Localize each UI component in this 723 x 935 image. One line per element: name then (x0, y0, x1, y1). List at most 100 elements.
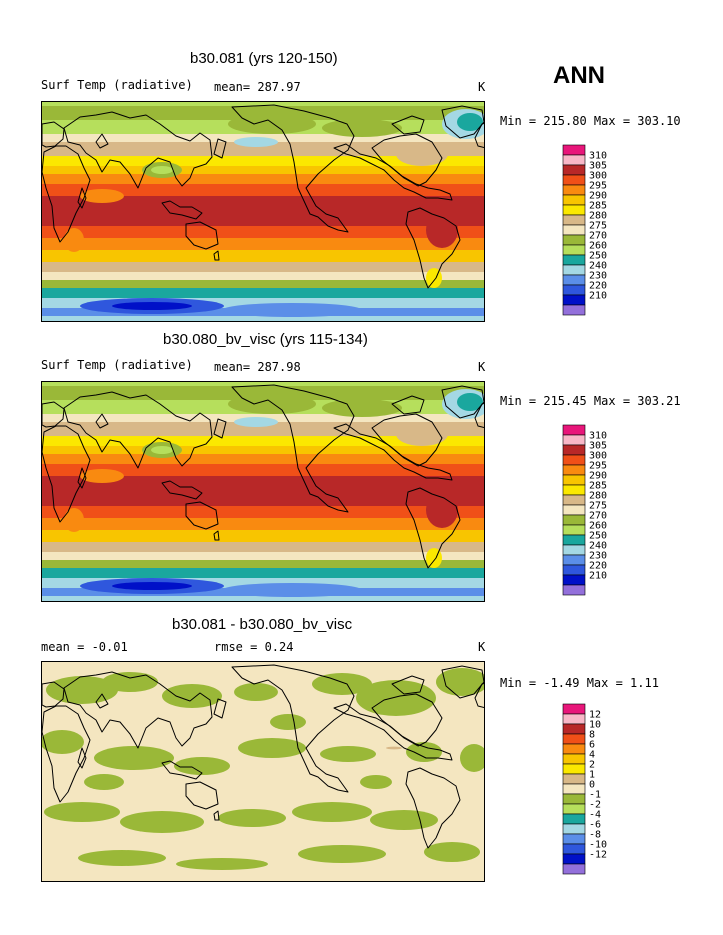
panel1-legend-swatch (562, 174, 586, 186)
panel3-coastline (231, 664, 355, 793)
panel1-legend-swatch (562, 154, 586, 166)
panel3-legend-tick-label: -10 (589, 840, 607, 851)
panel1-units: K (478, 80, 486, 94)
panel2-zonal-band (42, 596, 484, 601)
panel1-legend-swatch (562, 284, 586, 296)
panel2-coastline (405, 487, 461, 569)
panel1-field-contour (151, 166, 173, 174)
panel3-legend-tick-label: 6 (589, 740, 595, 751)
panel3-coastline (42, 705, 91, 803)
panel1-field-contour (64, 228, 84, 252)
panel1-variable-label: Surf Temp (radiative) (41, 78, 193, 92)
panel2-legend-swatch (562, 464, 586, 476)
panel1-zonal-band (42, 288, 484, 298)
panel3-legend-swatch (562, 773, 586, 785)
panel1-legend-tick-label: 230 (589, 271, 607, 282)
panel3-legend-swatch (562, 703, 586, 715)
panel1-legend-tick-label: 260 (589, 241, 607, 252)
panel2-field-contour (234, 417, 278, 427)
panel3-legend-tick-label: 0 (589, 780, 595, 791)
panel3-coastline (95, 693, 109, 709)
panel1-zonal-band (42, 238, 484, 250)
panel1-title: b30.081 (yrs 120-150) (190, 50, 338, 67)
panel2-map (41, 381, 485, 602)
panel1-zonal-band (42, 106, 484, 120)
panel2-field-contour (426, 548, 442, 568)
panel2-legend-tick-label: 285 (589, 481, 607, 492)
panel3-anomaly-region (162, 684, 222, 708)
panel2-map-svg (42, 382, 484, 601)
panel3-anomaly-region (42, 730, 84, 754)
panel1-legend-swatch (562, 254, 586, 266)
panel3-legend-tick-label: 8 (589, 730, 595, 741)
panel3-anomaly-region (120, 811, 204, 833)
panel2-field-contour (228, 394, 316, 414)
panel3-anomaly-region (270, 714, 306, 730)
panel1-field-contour (396, 142, 448, 166)
panel1-coastline (441, 105, 484, 139)
panel1-legend-swatch (562, 224, 586, 236)
panel1-legend-tick-label: 275 (589, 221, 607, 232)
panel3-coastline (405, 767, 461, 849)
panel1-coastline (405, 207, 461, 289)
panel1-legend-tick-label: 240 (589, 261, 607, 272)
panel1-legend-swatch (562, 234, 586, 246)
panel3-coastline (185, 781, 219, 810)
panel2-legend-tick-label: 300 (589, 451, 607, 462)
season-label: ANN (553, 62, 605, 89)
panel2-legend-swatch (562, 454, 586, 466)
panel2-zonal-band (42, 552, 484, 560)
panel2-zonal-band (42, 568, 484, 578)
panel3-legend-tick-label: 4 (589, 750, 595, 761)
panel1-coastline (77, 187, 87, 209)
panel3-anomaly-region (406, 742, 442, 762)
panel1-legend-swatch (562, 214, 586, 226)
panel3-anomaly-region (386, 746, 402, 750)
panel2-legend-tick-label: 305 (589, 441, 607, 452)
panel1-legend-tick-label: 300 (589, 171, 607, 182)
panel2-legend-swatch (562, 554, 586, 566)
panel3-legend-swatch (562, 843, 586, 855)
panel1-legend-swatch (562, 144, 586, 156)
panel2-zonal-band (42, 518, 484, 530)
panel3-coastline (77, 747, 87, 769)
panel2-legend-swatch (562, 534, 586, 546)
panel3-legend-tick-label: 10 (589, 720, 601, 731)
panel2-field-contour (322, 399, 402, 417)
panel1-minmax: Min = 215.80 Max = 303.10 (500, 114, 681, 128)
panel2-zonal-band (42, 578, 484, 588)
panel2-legend-tick-label: 280 (589, 491, 607, 502)
panel3-anomaly-region (424, 842, 480, 862)
panel2-legend-tick-label: 270 (589, 511, 607, 522)
panel2-coastline (441, 385, 484, 419)
panel3-coastline (371, 693, 443, 747)
panel1-map-svg (42, 102, 484, 321)
panel2-legend-tick-label: 210 (589, 571, 607, 582)
panel2-legend-swatch (562, 424, 586, 436)
panel3-legend-swatch (562, 863, 586, 875)
panel2-coastline (185, 501, 219, 530)
panel2-legend-swatch (562, 524, 586, 536)
panel1-legend-tick-label: 220 (589, 281, 607, 292)
panel3-coastline (391, 675, 425, 695)
panel2-legend-tick-label: 240 (589, 541, 607, 552)
panel1-zonal-band (42, 226, 484, 238)
panel1-field-contour (112, 302, 192, 310)
panel1-field-contour (426, 212, 458, 248)
panel1-coastline (371, 133, 443, 187)
panel1-legend-swatch (562, 264, 586, 276)
panel2-legend-tick-label: 290 (589, 471, 607, 482)
panel2-legend-swatch (562, 494, 586, 506)
panel3-coastline (42, 681, 65, 708)
panel1-legend-tick-label: 295 (589, 181, 607, 192)
panel2-zonal-band (42, 560, 484, 568)
panel1-zonal-band (42, 156, 484, 166)
panel2-coastline (213, 418, 227, 439)
panel3-units: K (478, 640, 486, 654)
panel2-legend-swatch (562, 444, 586, 456)
panel3-legend: 12 10 8 6 4 2 1 0 -1 -2 -4 -6 -8 -10 -12 (562, 703, 623, 879)
panel1-zonal-band (42, 102, 484, 106)
panel3-legend-tick-label: -6 (589, 820, 601, 831)
panel2-legend-tick-label: 295 (589, 461, 607, 472)
panel1-zonal-band (42, 272, 484, 280)
